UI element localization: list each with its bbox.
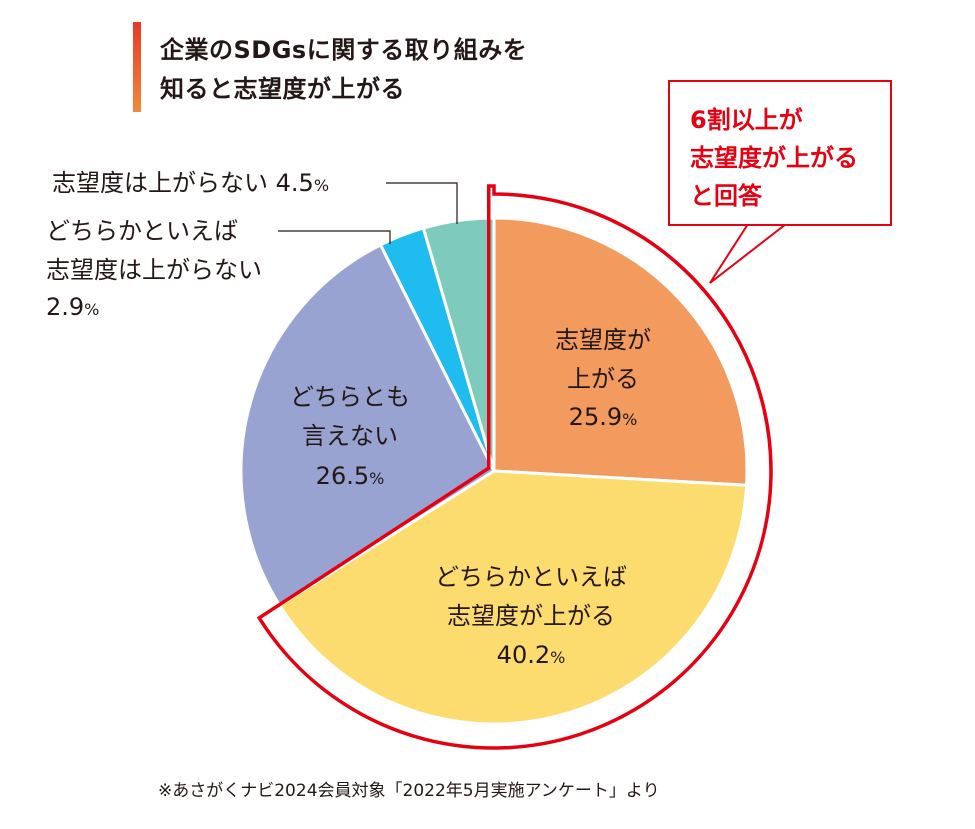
svg-text:26.5%: 26.5% (316, 462, 385, 490)
pie-slice-1 (278, 469, 749, 726)
slice-unit-rather-not-increase: % (84, 300, 99, 319)
slice-unit-increase: % (622, 410, 637, 429)
callout-text-line-1: 6割以上が (690, 106, 803, 134)
svg-text:言えない: 言えない (302, 422, 398, 450)
title-accent-bar (133, 22, 141, 112)
slice-label-rather-not-increase-2: 志望度は上がらない (46, 256, 262, 284)
callout-box (668, 80, 892, 226)
slice-label-increase-2: 上がる (567, 365, 639, 393)
slice-value-not-increase: 4.5 (276, 169, 314, 197)
svg-text:2.9%: 2.9% (46, 293, 99, 321)
chart-title-line-1: 企業のSDGsに関する取り組みを (160, 36, 528, 64)
slice-label-rather-increase-2: 志望度が上がる (447, 602, 615, 630)
slice-value-rather-increase: 40.2 (497, 641, 550, 669)
slice-label-neither: どちらとも (290, 383, 410, 411)
slice-unit-rather-increase: % (550, 648, 565, 667)
svg-text:どちらとも: どちらとも (290, 383, 410, 411)
slice-label-rather-not-increase: どちらかといえば (46, 217, 238, 245)
callout-text-line-3: と回答 (690, 182, 762, 210)
pie-slices (239, 216, 749, 726)
leader-line-rather-not-increase (278, 230, 391, 244)
slice-unit-neither: % (369, 469, 384, 488)
slice-unit-not-increase: % (314, 176, 329, 195)
svg-text:上がる: 上がる (567, 365, 639, 393)
svg-text:40.2%: 40.2% (497, 641, 566, 669)
slice-value-increase: 25.9 (569, 403, 622, 431)
pie-slice-2 (239, 243, 496, 607)
pie-slice-4 (421, 216, 496, 473)
slice-value-rather-not-increase: 2.9 (46, 293, 84, 321)
svg-text:25.9%: 25.9% (569, 403, 638, 431)
callout-text-line-2: 志望度が上がる (690, 144, 858, 172)
slice-value-neither: 26.5 (316, 462, 369, 490)
callout-pointer (709, 223, 787, 284)
chart-title-line-2: 知ると志望度が上がる (160, 75, 405, 103)
highlight-outline (256, 184, 773, 750)
svg-text:志望度が: 志望度が (555, 326, 651, 354)
svg-text:志望度は上がらない 4.5%: 志望度は上がらない 4.5% (52, 169, 329, 197)
svg-text:どちらかといえば: どちらかといえば (435, 563, 627, 591)
svg-text:どちらかといえば: どちらかといえば (46, 217, 238, 245)
slice-label-rather-increase: どちらかといえば (435, 563, 627, 591)
slice-label-neither-2: 言えない (302, 422, 398, 450)
source-footnote: ※あさがくナビ2024会員対象「2022年5月実施アンケート」より (158, 781, 660, 801)
svg-text:志望度は上がらない: 志望度は上がらない (46, 256, 262, 284)
leader-line-not-increase (386, 182, 458, 224)
slice-label-not-increase: 志望度は上がらない (52, 169, 268, 197)
svg-text:志望度が上がる: 志望度が上がる (447, 602, 615, 630)
pie-slice-0 (492, 216, 749, 487)
slice-label-increase: 志望度が (555, 326, 651, 354)
